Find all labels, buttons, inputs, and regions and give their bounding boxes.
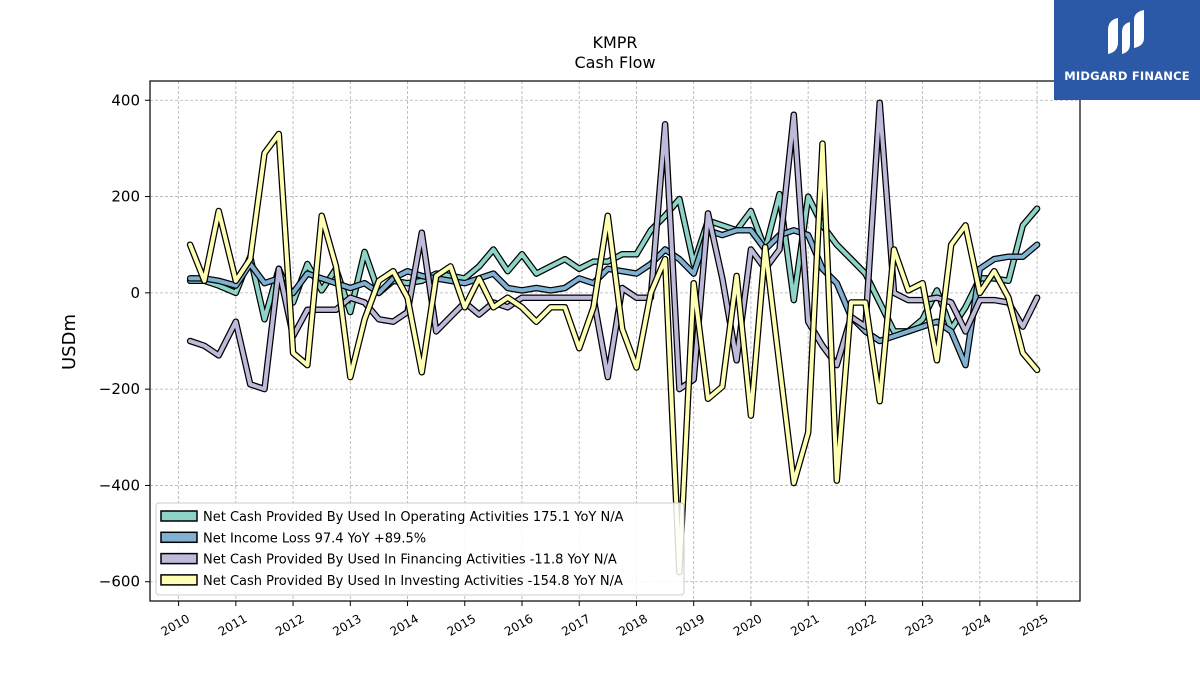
chart-title: KMPR	[592, 33, 637, 52]
series-stroke	[188, 132, 1040, 575]
series-line-4	[186, 130, 1041, 576]
y-axis: 400 200 0 −200 −400 −600	[99, 91, 150, 591]
x-tick-label: 2011	[216, 611, 249, 638]
x-tick-label: 2010	[159, 611, 192, 638]
logo: MIDGARD FINANCE	[1054, 0, 1200, 100]
x-axis: 2010 2011 2012 2013 2014 2015 2016 2017 2018 2019…	[159, 601, 1051, 639]
legend: Net Cash Provided By Used In Operating A…	[155, 502, 685, 596]
y-tick-label: −400	[99, 476, 140, 494]
x-tick-label: 2014	[388, 611, 421, 638]
legend-label: Net Cash Provided By Used In Operating A…	[203, 510, 624, 525]
x-tick-label: 2017	[559, 611, 592, 638]
y-tick-label: 200	[111, 188, 140, 206]
y-axis-label: USDm	[59, 314, 80, 370]
series-line-3	[186, 99, 1041, 393]
x-tick-label: 2019	[674, 611, 707, 638]
x-tick-label: 2025	[1017, 611, 1050, 638]
legend-swatch	[160, 510, 198, 522]
y-tick-label: 400	[111, 91, 140, 109]
series-stroke	[188, 100, 1040, 392]
x-tick-label: 2020	[731, 611, 764, 638]
x-tick-label: 2012	[273, 611, 306, 638]
legend-box	[155, 502, 685, 596]
legend-label: Net Income Loss 97.4 YoY +89.5%	[203, 531, 426, 546]
x-tick-label: 2023	[903, 611, 936, 638]
x-tick-label: 2021	[788, 611, 821, 638]
y-tick-label: −200	[99, 380, 140, 398]
x-tick-label: 2015	[445, 611, 478, 638]
y-tick-label: −600	[99, 573, 140, 591]
chart-subtitle: Cash Flow	[574, 53, 655, 72]
logo-text: MIDGARD FINANCE	[1064, 69, 1190, 83]
logo-mark-icon	[1108, 10, 1144, 54]
x-tick-label: 2024	[960, 611, 993, 638]
legend-label: Net Cash Provided By Used In Financing A…	[203, 553, 617, 568]
x-tick-label: 2018	[617, 611, 650, 638]
x-tick-label: 2013	[330, 611, 363, 638]
legend-swatch	[160, 531, 198, 544]
series-layer	[186, 99, 1041, 576]
legend-swatch	[160, 552, 198, 565]
plot-area	[149, 80, 1081, 602]
legend-label: Net Cash Provided By Used In Investing A…	[203, 574, 623, 589]
legend-swatch	[160, 574, 198, 586]
x-tick-label: 2016	[502, 611, 535, 638]
y-tick-label: 0	[130, 284, 140, 302]
x-tick-label: 2022	[845, 611, 878, 638]
